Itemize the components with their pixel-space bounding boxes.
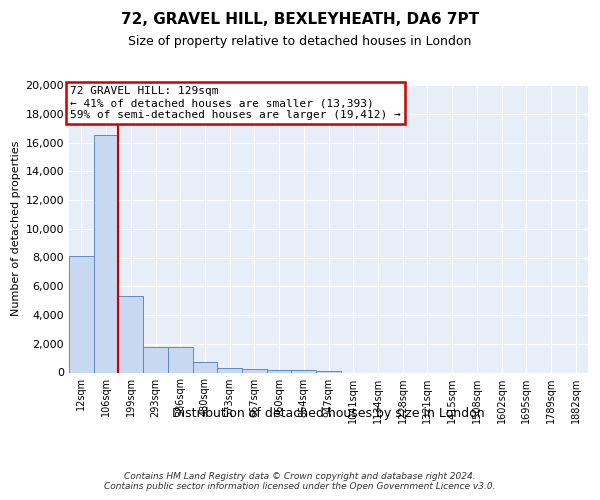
Y-axis label: Number of detached properties: Number of detached properties: [11, 141, 22, 316]
Bar: [292, 370, 316, 372]
Text: 72, GRAVEL HILL, BEXLEYHEATH, DA6 7PT: 72, GRAVEL HILL, BEXLEYHEATH, DA6 7PT: [121, 12, 479, 28]
Bar: [193, 362, 217, 372]
Bar: [168, 348, 193, 372]
Bar: [143, 348, 168, 372]
Bar: [94, 136, 118, 372]
Bar: [69, 256, 94, 372]
Bar: [267, 370, 292, 372]
Bar: [217, 368, 242, 372]
Text: Distribution of detached houses by size in London: Distribution of detached houses by size …: [172, 408, 485, 420]
Bar: [118, 296, 143, 372]
Text: Size of property relative to detached houses in London: Size of property relative to detached ho…: [128, 35, 472, 48]
Bar: [242, 369, 267, 372]
Bar: [316, 370, 341, 372]
Text: Contains HM Land Registry data © Crown copyright and database right 2024.
Contai: Contains HM Land Registry data © Crown c…: [104, 472, 496, 491]
Text: 72 GRAVEL HILL: 129sqm
← 41% of detached houses are smaller (13,393)
59% of semi: 72 GRAVEL HILL: 129sqm ← 41% of detached…: [70, 86, 401, 120]
